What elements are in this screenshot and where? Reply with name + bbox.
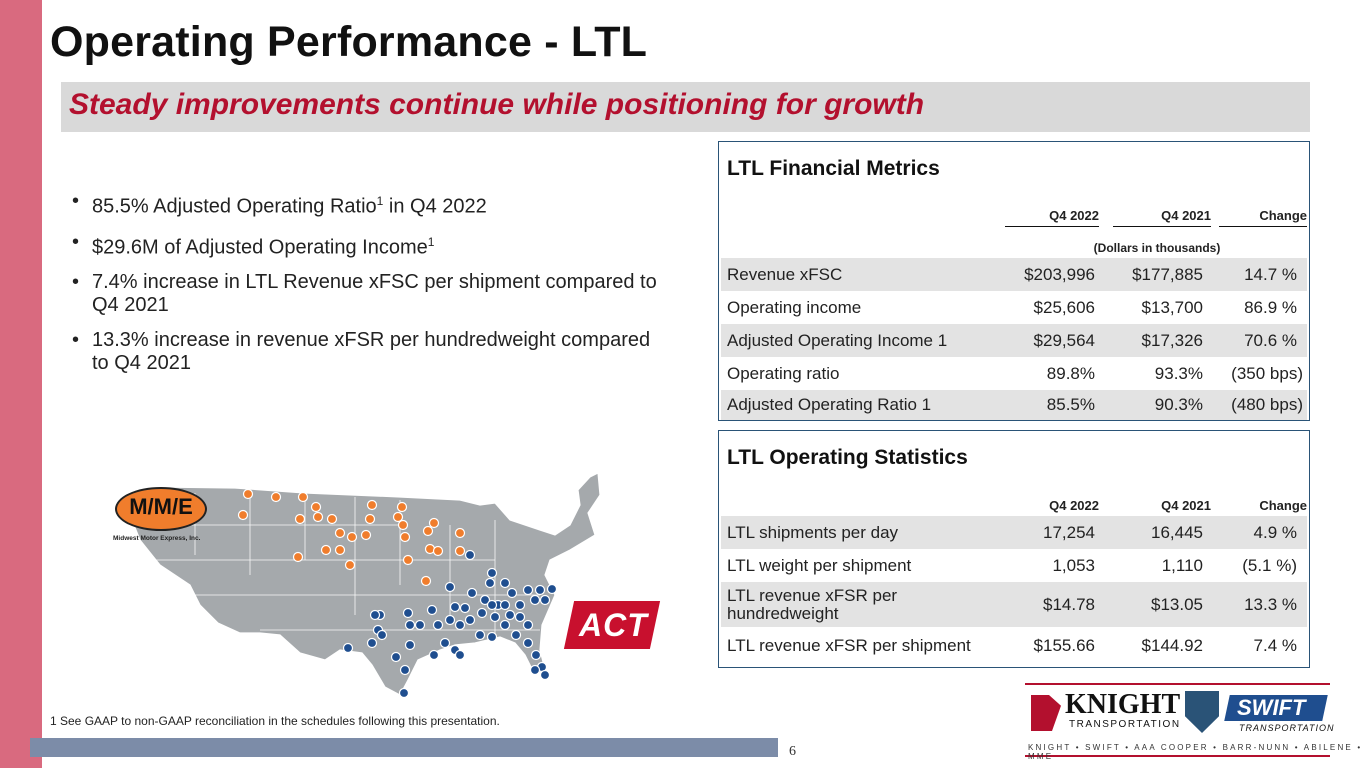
table-row: LTL revenue xFSR per hundredweight $14.7… (721, 582, 1307, 627)
col-header-q4-2021: Q4 2021 (1113, 498, 1211, 517)
act-logo: ACT (563, 601, 661, 649)
col-header-q4-2021: Q4 2021 (1113, 208, 1211, 227)
terminal-map (129, 472, 601, 699)
knight-icon (1031, 695, 1061, 731)
accent-sidebar (0, 0, 42, 768)
mme-terminals (237, 488, 466, 587)
col-header-change: Change (1219, 208, 1307, 227)
table-row: Adjusted Operating Income 1 $29,564 $17,… (721, 324, 1307, 357)
col-header-q4-2022: Q4 2022 (1005, 208, 1099, 227)
table-row: LTL weight per shipment 1,053 1,110 (5.1… (727, 555, 1297, 575)
table-row: Operating income $25,606 $13,700 86.9 % (727, 297, 1297, 317)
knight-swift-logo: KNIGHT TRANSPORTATION SWIFT TRANSPORTATI… (1025, 683, 1334, 757)
highlights-list: 85.5% Adjusted Operating Ratio1 in Q4 20… (72, 190, 672, 387)
bullet-item: 7.4% increase in LTL Revenue xFSC per sh… (72, 271, 672, 317)
shield-icon (1185, 691, 1219, 733)
financial-metrics-panel: LTL Financial Metrics Q4 2022 Q4 2021 Ch… (718, 141, 1310, 421)
operating-statistics-panel: LTL Operating Statistics Q4 2022 Q4 2021… (718, 430, 1310, 668)
mme-logo: M/M/E Midwest Motor Express, Inc. (113, 487, 213, 547)
table-row: LTL shipments per day 17,254 16,445 4.9 … (721, 516, 1307, 549)
col-header-q4-2022: Q4 2022 (1005, 498, 1099, 517)
table-row: Operating ratio 89.8% 93.3% (350 bps) (727, 363, 1303, 383)
subtitle: Steady improvements continue while posit… (69, 88, 925, 121)
subtitle-band: Steady improvements continue while posit… (61, 82, 1310, 132)
page-title: Operating Performance - LTL (50, 18, 648, 66)
page-number: 6 (789, 744, 796, 759)
us-map-shape (129, 472, 601, 696)
table-row: Revenue xFSC $203,996 $177,885 14.7 % (721, 258, 1307, 291)
bullet-item: 13.3% increase in revenue xFSR per hundr… (72, 329, 672, 375)
brand-family-line: KNIGHT • SWIFT • AAA COOPER • BARR-NUNN … (1028, 743, 1363, 761)
bullet-item: 85.5% Adjusted Operating Ratio1 in Q4 20… (72, 190, 672, 219)
table-row: LTL revenue xFSR per shipment $155.66 $1… (727, 635, 1297, 655)
bullet-item: $29.6M of Adjusted Operating Income1 (72, 231, 672, 260)
panel-title: LTL Financial Metrics (727, 157, 940, 180)
panel-title: LTL Operating Statistics (727, 446, 968, 469)
col-header-change: Change (1219, 498, 1307, 517)
units-note: (Dollars in thousands) (1093, 241, 1221, 255)
act-terminals (342, 549, 558, 699)
table-row: Adjusted Operating Ratio 1 85.5% 90.3% (… (721, 390, 1307, 420)
footnote: 1 See GAAP to non-GAAP reconciliation in… (50, 714, 500, 728)
bottom-bar (30, 738, 778, 757)
